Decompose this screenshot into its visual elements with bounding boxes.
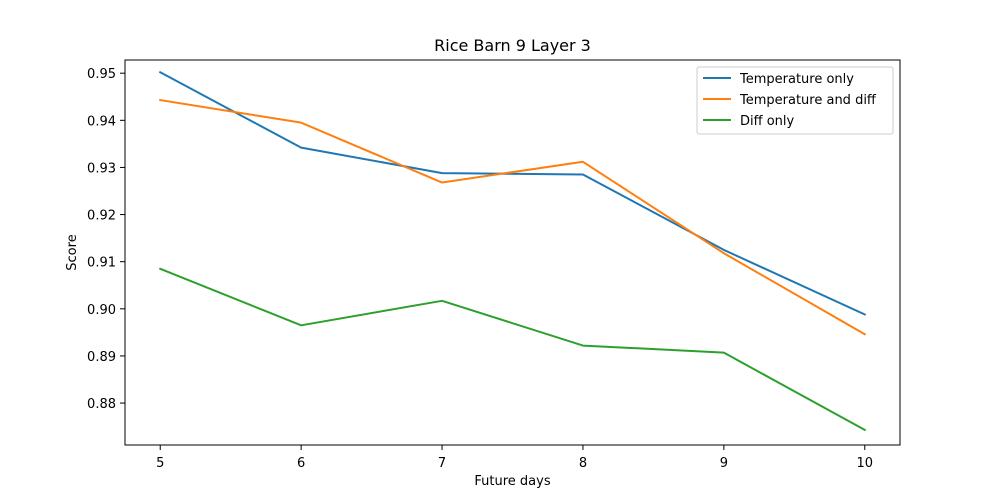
y-axis-label: Score	[65, 234, 80, 270]
x-tick-label: 9	[720, 456, 728, 471]
chart-title: Rice Barn 9 Layer 3	[434, 36, 591, 55]
x-tick-label: 5	[156, 456, 164, 471]
y-tick-label: 0.95	[87, 67, 116, 82]
x-axis-label: Future days	[474, 474, 550, 489]
legend-box	[696, 66, 894, 135]
legend-label-1: Temperature only	[739, 72, 854, 87]
x-tick-label: 10	[856, 456, 873, 471]
y-tick-label: 0.94	[87, 114, 116, 129]
plot-frame	[124, 59, 901, 446]
y-tick-label: 0.91	[87, 256, 116, 271]
legend-label-2: Temperature and diff	[739, 93, 877, 108]
series-line-3	[158, 267, 867, 432]
series-line-2	[159, 98, 867, 336]
plot-layer: 5 6 7 8 9 10 0.88 0.89 0.90 0.91 0.92 0.93 0.94 0.95 T…	[87, 59, 901, 471]
x-tick-label: 7	[438, 456, 446, 471]
y-tick-label: 0.92	[87, 209, 116, 224]
series-line-1	[158, 70, 867, 316]
y-tick-label: 0.89	[87, 350, 116, 365]
y-tick-label: 0.90	[87, 303, 116, 318]
y-tick-label: 0.93	[87, 161, 116, 176]
y-tick-label: 0.88	[87, 397, 116, 412]
x-tick-label: 6	[297, 456, 305, 471]
legend-label-3: Diff only	[740, 114, 795, 129]
x-tick-label: 8	[579, 456, 587, 471]
